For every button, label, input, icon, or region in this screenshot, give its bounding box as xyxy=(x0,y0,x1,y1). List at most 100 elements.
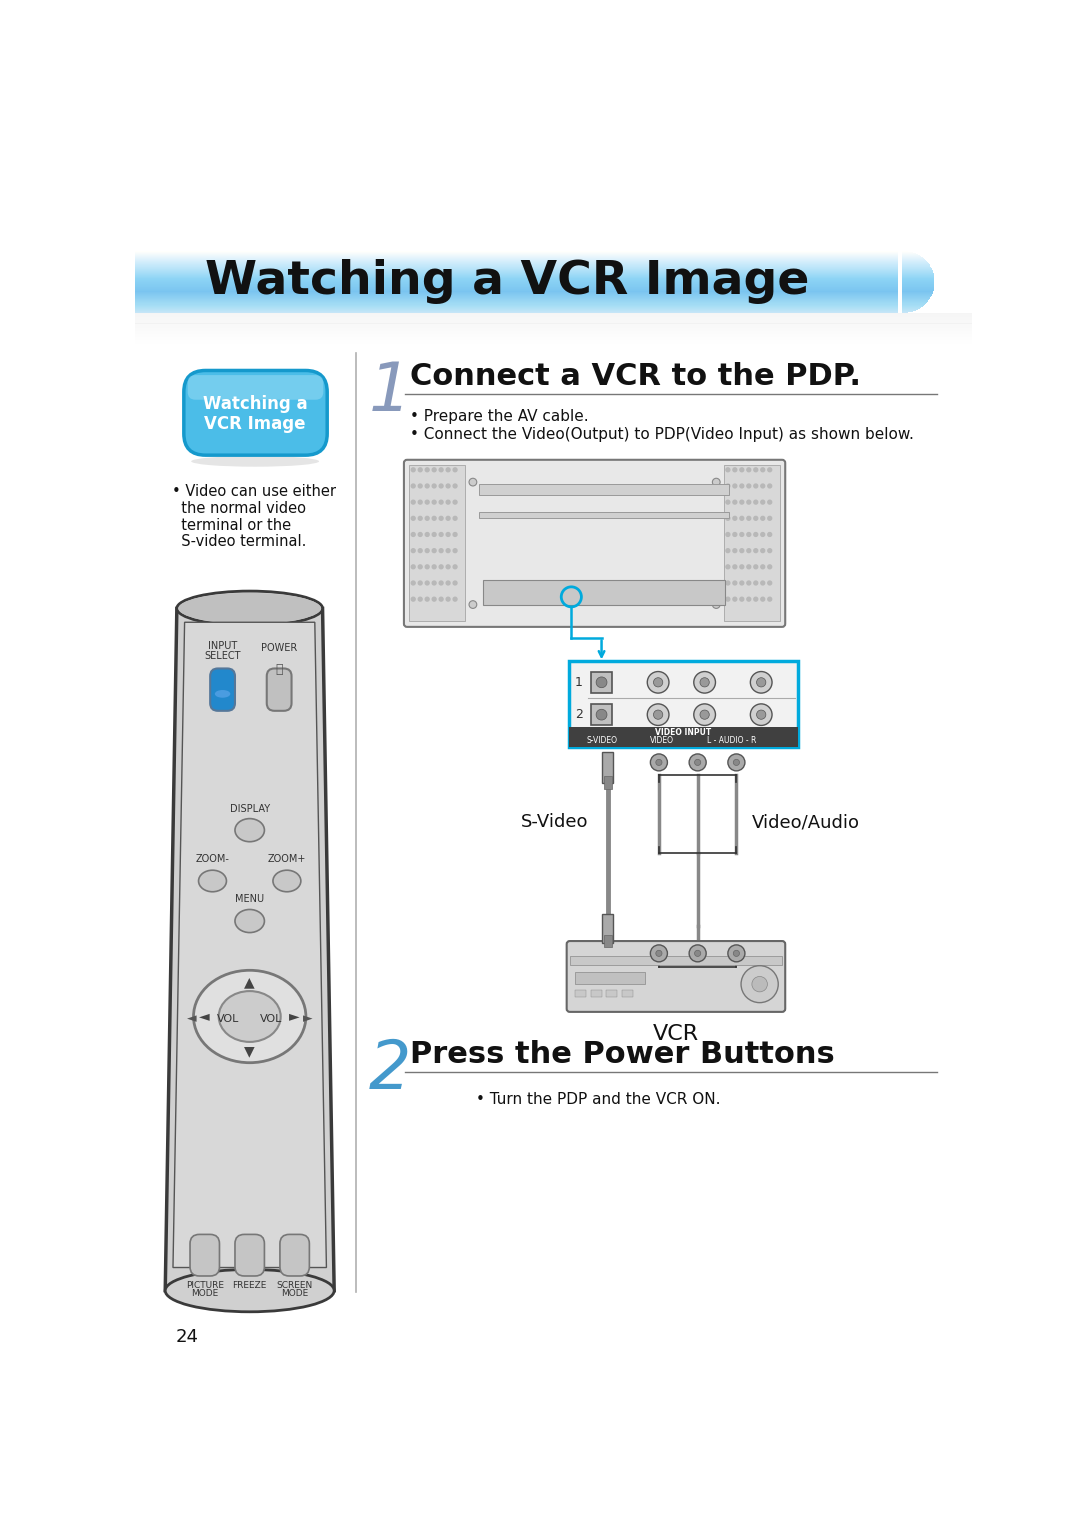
Ellipse shape xyxy=(215,691,230,698)
Circle shape xyxy=(760,516,765,520)
Bar xyxy=(604,776,611,788)
Circle shape xyxy=(596,677,607,688)
Bar xyxy=(591,671,612,694)
Text: ▲: ▲ xyxy=(244,975,255,989)
Circle shape xyxy=(411,533,415,536)
Text: the normal video: the normal video xyxy=(172,501,307,515)
Circle shape xyxy=(754,516,758,520)
Text: MODE: MODE xyxy=(191,1290,218,1299)
Ellipse shape xyxy=(199,871,227,892)
Bar xyxy=(135,318,972,319)
Circle shape xyxy=(446,597,450,601)
Bar xyxy=(135,341,972,342)
Circle shape xyxy=(733,581,737,585)
Circle shape xyxy=(733,549,737,553)
Circle shape xyxy=(768,516,772,520)
Circle shape xyxy=(726,565,730,568)
Bar xyxy=(135,339,972,341)
FancyBboxPatch shape xyxy=(280,1235,309,1276)
Circle shape xyxy=(426,516,429,520)
FancyBboxPatch shape xyxy=(188,374,323,400)
Circle shape xyxy=(418,468,422,472)
Circle shape xyxy=(747,549,751,553)
Circle shape xyxy=(754,549,758,553)
Circle shape xyxy=(432,565,436,568)
Circle shape xyxy=(733,484,737,487)
Text: Press the Power Buttons: Press the Power Buttons xyxy=(410,1039,835,1068)
Text: VIDEO: VIDEO xyxy=(650,736,674,746)
Circle shape xyxy=(446,500,450,504)
Text: • Connect the Video(Output) to PDP(Video Input) as shown below.: • Connect the Video(Output) to PDP(Video… xyxy=(410,426,914,442)
Circle shape xyxy=(426,597,429,601)
Circle shape xyxy=(760,549,765,553)
Bar xyxy=(480,512,729,518)
Bar xyxy=(135,321,972,322)
Circle shape xyxy=(693,704,715,726)
Text: 1: 1 xyxy=(369,359,411,425)
Circle shape xyxy=(432,549,436,553)
Circle shape xyxy=(446,516,450,520)
Circle shape xyxy=(768,468,772,472)
Circle shape xyxy=(760,468,765,472)
Circle shape xyxy=(740,468,744,472)
Circle shape xyxy=(754,581,758,585)
Circle shape xyxy=(446,468,450,472)
Polygon shape xyxy=(173,622,326,1268)
Circle shape xyxy=(726,500,730,504)
Circle shape xyxy=(726,484,730,487)
Text: MODE: MODE xyxy=(281,1290,308,1299)
Text: S-VIDEO: S-VIDEO xyxy=(586,736,617,746)
Circle shape xyxy=(757,711,766,720)
Circle shape xyxy=(454,581,457,585)
Circle shape xyxy=(426,500,429,504)
Text: ►: ► xyxy=(303,1013,312,1025)
Circle shape xyxy=(733,500,737,504)
Text: ZOOM+: ZOOM+ xyxy=(268,854,306,863)
Text: 24: 24 xyxy=(175,1328,199,1346)
Circle shape xyxy=(754,533,758,536)
Bar xyxy=(576,972,645,984)
FancyBboxPatch shape xyxy=(404,460,785,626)
Circle shape xyxy=(726,468,730,472)
Circle shape xyxy=(656,950,662,957)
Circle shape xyxy=(418,581,422,585)
Bar xyxy=(604,935,611,947)
Text: Connect a VCR to the PDP.: Connect a VCR to the PDP. xyxy=(410,362,861,391)
Circle shape xyxy=(432,500,436,504)
FancyBboxPatch shape xyxy=(184,370,327,455)
Circle shape xyxy=(647,671,669,694)
Circle shape xyxy=(432,533,436,536)
Circle shape xyxy=(411,597,415,601)
Circle shape xyxy=(757,678,766,688)
Circle shape xyxy=(469,601,476,608)
Bar xyxy=(622,990,633,998)
Circle shape xyxy=(426,533,429,536)
Circle shape xyxy=(733,597,737,601)
Circle shape xyxy=(733,759,740,766)
Circle shape xyxy=(740,565,744,568)
Circle shape xyxy=(747,500,751,504)
Circle shape xyxy=(740,597,744,601)
Circle shape xyxy=(754,565,758,568)
Circle shape xyxy=(760,484,765,487)
Circle shape xyxy=(726,533,730,536)
Circle shape xyxy=(440,597,443,601)
Circle shape xyxy=(726,516,730,520)
Text: • Prepare the AV cable.: • Prepare the AV cable. xyxy=(410,410,589,423)
Bar xyxy=(135,335,972,336)
Circle shape xyxy=(411,565,415,568)
Bar xyxy=(135,322,972,324)
Circle shape xyxy=(760,565,765,568)
Text: POWER: POWER xyxy=(261,643,297,652)
Circle shape xyxy=(411,468,415,472)
Circle shape xyxy=(411,549,415,553)
Circle shape xyxy=(426,565,429,568)
Circle shape xyxy=(454,516,457,520)
Text: PICTURE: PICTURE xyxy=(186,1282,224,1291)
Ellipse shape xyxy=(178,593,321,623)
Circle shape xyxy=(741,966,779,1002)
Circle shape xyxy=(418,500,422,504)
Circle shape xyxy=(432,468,436,472)
Bar xyxy=(409,465,465,622)
Circle shape xyxy=(426,468,429,472)
